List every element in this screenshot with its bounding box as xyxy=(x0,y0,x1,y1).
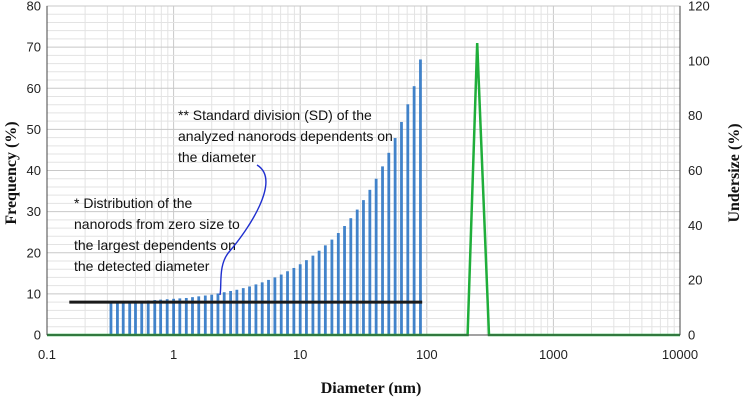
frequency-bar xyxy=(279,274,283,335)
frequency-bar xyxy=(406,104,410,335)
frequency-bar xyxy=(197,296,201,335)
axes xyxy=(46,6,681,336)
frequency-bar xyxy=(419,59,422,336)
x-tick-label: 10 xyxy=(293,347,307,362)
frequency-bar xyxy=(355,209,359,335)
frequency-bar xyxy=(336,233,340,335)
frequency-bar xyxy=(121,301,125,335)
frequency-bar xyxy=(273,277,277,335)
frequency-bar xyxy=(146,300,150,335)
annotation-dist-line-1: * Distribution of the xyxy=(74,195,192,211)
frequency-bar xyxy=(330,239,334,335)
annotation-dist-line-3: the largest dependents on xyxy=(74,237,236,253)
left-y-tick-label: 40 xyxy=(27,163,41,178)
annotation-pointer-curve xyxy=(219,164,267,296)
frequency-bar xyxy=(159,299,163,335)
frequency-bar xyxy=(203,295,207,335)
frequency-bar xyxy=(229,290,233,335)
frequency-bar xyxy=(216,293,220,335)
annotation-distribution: * Distribution of the nanorods from zero… xyxy=(74,195,240,274)
right-y-tick-label: 60 xyxy=(688,163,702,178)
x-tick-label: 0.1 xyxy=(38,347,56,362)
frequency-bar xyxy=(343,226,346,335)
frequency-bar xyxy=(412,86,416,335)
right-y-tick-label: 100 xyxy=(688,53,710,68)
frequency-bar xyxy=(153,300,157,335)
frequency-bar xyxy=(387,152,391,335)
right-y-axis-title: Undersize (%) xyxy=(726,123,743,222)
frequency-bar xyxy=(178,298,182,335)
x-tick-label: 10000 xyxy=(662,347,698,362)
frequency-bar xyxy=(374,178,378,335)
frequency-bar xyxy=(393,138,397,335)
frequency-bar xyxy=(134,300,137,335)
x-tick-label: 1 xyxy=(170,347,177,362)
x-axis-title: Diameter (nm) xyxy=(321,380,422,397)
frequency-bar xyxy=(400,121,403,335)
left-y-tick-label: 0 xyxy=(34,328,41,343)
frequency-bar xyxy=(210,294,214,335)
annotation-dist-line-2: nanorods from zero size to xyxy=(74,216,240,232)
frequency-bar xyxy=(184,297,188,335)
tick-labels: 0.1 1 10 100 1000 10000 0 10 20 30 40 50 60 70 80 0 20 40… xyxy=(27,0,710,362)
frequency-bar xyxy=(172,298,175,335)
annotation-dist-line-4: the detected diameter xyxy=(74,258,210,274)
right-y-tick-label: 0 xyxy=(688,328,695,343)
frequency-bar xyxy=(298,264,302,335)
frequency-bar xyxy=(349,218,353,335)
frequency-bar xyxy=(191,297,194,335)
frequency-bar xyxy=(267,279,270,335)
annotation-sd: ** Standard division (SD) of the analyze… xyxy=(178,107,393,165)
left-y-tick-label: 70 xyxy=(27,40,41,55)
frequency-bar xyxy=(381,166,384,335)
frequency-bar xyxy=(235,289,239,335)
annotation-sd-line-1: ** Standard division (SD) of the xyxy=(178,107,372,123)
frequency-bar xyxy=(241,288,245,335)
right-y-tick-label: 120 xyxy=(688,0,710,14)
frequency-bar xyxy=(317,250,321,335)
frequency-bar xyxy=(248,286,251,335)
frequency-bar xyxy=(323,245,327,335)
frequency-bar xyxy=(222,292,226,335)
left-y-tick-label: 50 xyxy=(27,122,41,137)
frequency-bar xyxy=(109,301,113,335)
frequency-bar xyxy=(165,299,169,335)
frequency-bar xyxy=(140,300,144,335)
frequency-bar xyxy=(116,301,119,335)
left-y-tick-label: 30 xyxy=(27,204,41,219)
x-tick-label: 100 xyxy=(416,347,438,362)
left-y-tick-label: 60 xyxy=(27,81,41,96)
annotation-sd-line-2: analyzed nanorods dependents on xyxy=(178,128,393,144)
frequency-bar xyxy=(368,189,372,335)
right-y-tick-label: 20 xyxy=(688,273,702,288)
left-y-tick-label: 20 xyxy=(27,245,41,260)
frequency-bar xyxy=(128,301,132,335)
x-tick-label: 1000 xyxy=(539,347,568,362)
frequency-bar xyxy=(305,260,308,335)
frequency-bar xyxy=(311,255,315,335)
frequency-bar xyxy=(260,282,264,335)
left-y-tick-label: 10 xyxy=(27,286,41,301)
frequency-bar xyxy=(254,284,258,335)
left-y-axis-title: Frequency (%) xyxy=(3,121,20,224)
frequency-bars xyxy=(109,59,422,336)
left-y-tick-label: 80 xyxy=(27,0,41,14)
annotation-sd-line-3: the diameter xyxy=(178,149,256,165)
right-y-tick-label: 40 xyxy=(688,218,702,233)
right-y-tick-label: 80 xyxy=(688,108,702,123)
frequency-bar xyxy=(362,200,365,335)
